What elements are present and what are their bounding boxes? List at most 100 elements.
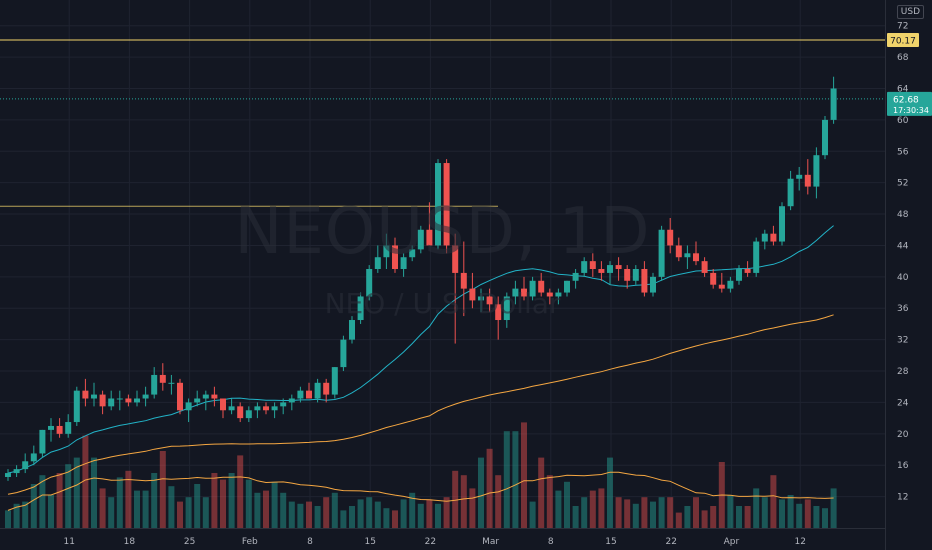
volume-bar — [56, 473, 63, 528]
price-tick-label: 12 — [897, 493, 908, 503]
candle-body — [280, 402, 287, 407]
candle — [400, 253, 407, 277]
candle — [555, 288, 562, 305]
volume-bar — [830, 488, 837, 528]
volume-bar — [779, 499, 785, 528]
level-price-text: 70.17 — [890, 37, 916, 47]
volume-bar — [400, 499, 407, 528]
volume-bar — [512, 431, 519, 528]
candle-body — [718, 284, 725, 289]
volume-bar — [65, 464, 72, 528]
candle-body — [392, 245, 398, 269]
volume-bar — [5, 510, 11, 528]
candle-body — [744, 269, 751, 273]
candle-body — [5, 473, 11, 477]
volume-bar — [796, 503, 803, 528]
volume-bar — [280, 492, 287, 528]
candle-body — [495, 304, 502, 321]
volume-bar — [572, 506, 579, 528]
candle-body — [443, 163, 450, 246]
candle-body — [228, 406, 235, 411]
candle — [263, 402, 269, 415]
volume-bar — [521, 422, 527, 528]
volume-bar — [615, 497, 622, 528]
candle-body — [555, 292, 562, 297]
candle-body — [220, 398, 226, 411]
candle — [486, 288, 493, 313]
volume-bar — [693, 497, 699, 528]
volume-bar — [804, 499, 811, 528]
candle-body — [91, 394, 97, 399]
volume-bar — [134, 490, 140, 528]
volume-bar — [753, 488, 760, 528]
candle-body — [116, 398, 123, 400]
volume-bar — [340, 510, 347, 528]
volume-bar — [469, 488, 476, 528]
candle — [452, 233, 459, 344]
volume-bar — [22, 501, 29, 528]
last-price-tag — [887, 91, 932, 116]
volume-bar — [667, 497, 674, 528]
level-price-tag — [887, 33, 919, 48]
time-axis[interactable]: 11 18 25 Feb 8 15 22 Mar 8 15 22 Apr 12 — [0, 528, 885, 548]
candle-body — [409, 249, 416, 258]
price-axis[interactable]: 72 68 64 60 56 52 48 44 40 36 32 28 24 20 16 12 — [885, 0, 909, 550]
candle-body — [727, 280, 734, 289]
volume-bar — [99, 488, 106, 528]
volume-bar — [581, 497, 588, 528]
candle — [632, 265, 639, 285]
candle — [529, 276, 536, 301]
candle — [211, 386, 218, 407]
volume-bar — [142, 490, 149, 528]
volume-bar — [331, 492, 338, 528]
candle — [503, 292, 510, 328]
price-tick-label: 52 — [897, 179, 908, 189]
candle — [237, 402, 244, 423]
candle-body — [796, 174, 803, 179]
volume-bar — [813, 506, 820, 528]
candle — [744, 261, 751, 277]
candle — [546, 288, 553, 305]
candle — [280, 398, 287, 415]
chart-grid — [0, 0, 885, 528]
candle — [607, 261, 613, 285]
candle — [323, 378, 330, 403]
candle — [297, 386, 304, 403]
candle — [710, 269, 717, 289]
candle-body — [417, 229, 424, 250]
volume-bar — [297, 503, 304, 528]
volume-bar — [271, 481, 278, 528]
volume-bar — [736, 506, 742, 528]
price-tick-label: 16 — [897, 461, 909, 471]
volume-bar — [185, 497, 192, 528]
currency-label[interactable]: USD — [896, 5, 924, 19]
price-tick-label: 64 — [897, 84, 909, 94]
candle — [228, 398, 235, 415]
price-tick-label: 24 — [897, 398, 909, 408]
candle — [460, 241, 467, 317]
price-tick-label: 44 — [897, 241, 909, 251]
time-tick-label: 8 — [548, 537, 554, 547]
horizontal-level-lines[interactable] — [0, 39, 885, 207]
candle-body — [99, 394, 106, 407]
candle — [65, 414, 72, 438]
volume-bar — [288, 501, 295, 528]
candle — [770, 225, 777, 246]
volume-bar — [91, 457, 97, 528]
volume-bar — [48, 495, 54, 528]
candle — [306, 382, 312, 399]
candle — [245, 406, 252, 423]
candle-body — [503, 296, 510, 321]
candle — [813, 147, 820, 199]
ma-slow-line — [7, 314, 834, 495]
volume-bar — [366, 497, 373, 528]
candle — [254, 402, 261, 419]
candle-body — [607, 265, 613, 273]
candle-body — [65, 422, 72, 434]
volume-bar — [108, 497, 115, 528]
candle-body — [615, 265, 622, 269]
candle — [349, 316, 355, 344]
candle-body — [366, 269, 373, 297]
volume-bar — [306, 501, 312, 528]
